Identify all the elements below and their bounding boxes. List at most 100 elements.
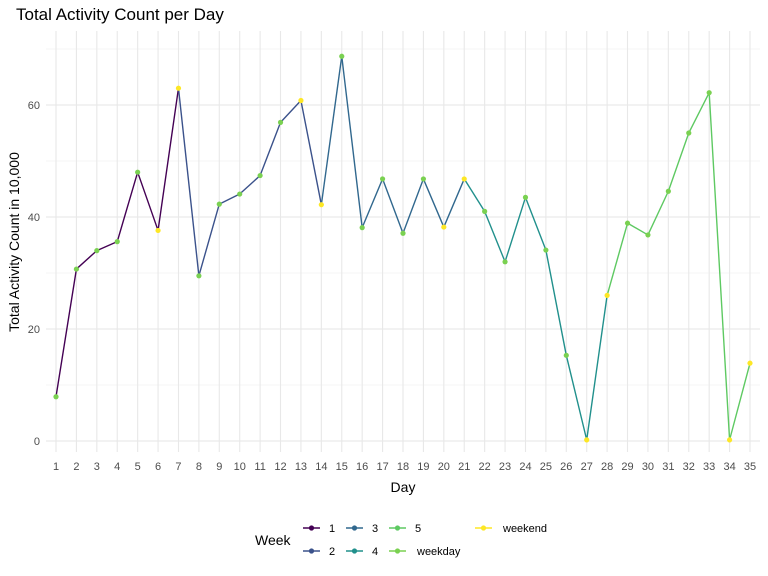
x-tick-label: 6	[155, 461, 161, 473]
x-tick-label: 18	[397, 461, 409, 473]
x-tick-label: 1	[53, 461, 59, 473]
data-point	[196, 273, 202, 279]
legend-key-point	[394, 548, 401, 554]
data-point	[155, 227, 161, 234]
data-point	[359, 225, 365, 231]
data-point	[726, 437, 733, 443]
data-point	[318, 202, 324, 208]
x-tick-label: 25	[540, 461, 552, 473]
legend-key-point	[351, 548, 358, 554]
x-tick-label: 13	[295, 461, 307, 473]
series-connector	[463, 178, 486, 212]
grid	[46, 31, 760, 452]
data-point	[563, 352, 569, 358]
data-point	[298, 97, 304, 104]
data-point	[645, 232, 651, 238]
x-tick-label: 2	[73, 461, 79, 473]
legend-label: 1	[329, 523, 335, 535]
data-point	[502, 259, 508, 265]
x-axis-title: Day	[391, 479, 416, 495]
data-point	[665, 188, 671, 194]
x-tick-label: 26	[560, 461, 572, 473]
x-axis-ticks: 1 2 3 4 5 6 7 8 9 10 11 12 13 14 15 16 17 18 19 20 21 22 23 24 2…	[53, 461, 756, 473]
x-tick-label: 8	[196, 461, 202, 473]
x-tick-label: 23	[499, 461, 511, 473]
data-point	[379, 176, 386, 182]
x-tick-label: 28	[601, 461, 613, 473]
data-point	[624, 220, 631, 226]
x-tick-label: 7	[175, 461, 181, 473]
legend: Week 1 2 3 4 5 weekday weekend	[255, 523, 547, 558]
x-tick-label: 5	[135, 461, 141, 473]
x-tick-label: 22	[479, 461, 491, 473]
data-point	[135, 169, 141, 175]
chart-title: Total Activity Count per Day	[16, 5, 224, 24]
data-point	[461, 176, 467, 182]
legend-label: 3	[372, 523, 378, 535]
legend-label: weekday	[416, 546, 461, 558]
data-point	[53, 394, 59, 400]
data-point	[420, 176, 427, 182]
x-tick-label: 21	[458, 461, 470, 473]
data-point	[175, 85, 182, 91]
legend-label: 5	[415, 523, 421, 535]
series-connector	[177, 88, 200, 276]
x-tick-label: 24	[519, 461, 531, 473]
data-point	[73, 266, 80, 272]
data-point	[482, 208, 488, 214]
data-point	[543, 247, 549, 253]
legend-key-point	[351, 525, 358, 531]
x-tick-label: 29	[621, 461, 633, 473]
data-point	[216, 201, 222, 207]
x-tick-label: 31	[662, 461, 674, 473]
x-tick-label: 27	[581, 461, 593, 473]
data-point	[237, 191, 243, 197]
data-point	[114, 239, 120, 245]
data-point	[706, 90, 712, 96]
y-tick-label: 0	[34, 436, 40, 448]
y-tick-label: 40	[28, 212, 40, 224]
series-connector	[606, 222, 629, 296]
legend-key-point	[480, 525, 487, 531]
x-tick-label: 11	[254, 461, 265, 473]
data-point	[686, 130, 692, 136]
x-tick-label: 30	[642, 461, 654, 473]
legend-key-point	[308, 525, 315, 531]
x-tick-label: 17	[376, 461, 388, 473]
x-tick-label: 33	[703, 461, 715, 473]
y-axis-ticks: 0 20 40 60	[28, 100, 40, 448]
x-tick-label: 14	[315, 461, 327, 473]
data-point	[257, 172, 263, 179]
data-point	[277, 119, 284, 125]
x-tick-label: 9	[216, 461, 222, 473]
data-point	[584, 437, 590, 443]
data-point	[522, 194, 529, 200]
legend-key-point	[308, 548, 315, 554]
x-tick-label: 35	[744, 461, 756, 473]
y-tick-label: 60	[28, 100, 40, 112]
legend-label: 2	[329, 546, 335, 558]
x-tick-label: 20	[438, 461, 450, 473]
data-point	[441, 224, 447, 230]
x-tick-label: 34	[723, 461, 735, 473]
legend-key-point	[394, 525, 401, 531]
x-tick-label: 4	[114, 461, 120, 473]
data-point	[400, 230, 406, 236]
x-tick-label: 15	[336, 461, 348, 473]
data-points	[53, 53, 753, 443]
x-tick-label: 19	[417, 461, 429, 473]
x-tick-label: 10	[234, 461, 246, 473]
y-tick-label: 20	[28, 324, 40, 336]
x-tick-label: 32	[683, 461, 695, 473]
series-connector	[320, 56, 343, 205]
x-tick-label: 16	[356, 461, 368, 473]
x-tick-label: 12	[274, 461, 286, 473]
data-point	[94, 248, 100, 254]
legend-label: 4	[372, 546, 378, 558]
x-tick-label: 3	[94, 461, 100, 473]
data-point	[747, 360, 753, 366]
data-point	[339, 53, 345, 59]
y-axis-title: Total Activity Count in 10,000	[6, 152, 22, 332]
